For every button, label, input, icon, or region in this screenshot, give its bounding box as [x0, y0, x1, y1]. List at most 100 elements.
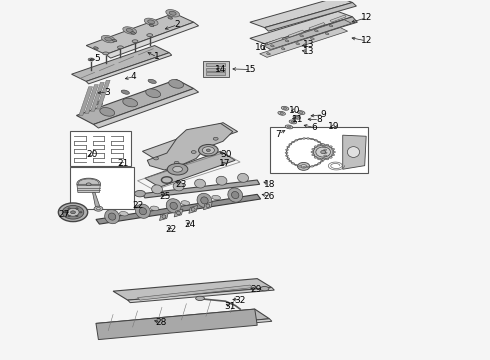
- Ellipse shape: [321, 150, 326, 154]
- Ellipse shape: [126, 28, 133, 32]
- Polygon shape: [250, 12, 352, 44]
- Ellipse shape: [169, 80, 184, 88]
- Ellipse shape: [213, 137, 218, 140]
- Polygon shape: [203, 202, 212, 210]
- Bar: [70, 167, 134, 210]
- Polygon shape: [93, 193, 101, 210]
- Ellipse shape: [311, 166, 314, 167]
- Ellipse shape: [228, 188, 243, 202]
- Ellipse shape: [162, 215, 166, 219]
- Text: 12: 12: [361, 36, 372, 45]
- Text: 29: 29: [250, 285, 262, 294]
- Polygon shape: [77, 184, 100, 193]
- Polygon shape: [143, 123, 238, 160]
- Ellipse shape: [105, 37, 112, 41]
- Text: 7: 7: [275, 130, 281, 139]
- Ellipse shape: [324, 155, 327, 157]
- Ellipse shape: [286, 149, 289, 150]
- Ellipse shape: [121, 90, 129, 94]
- Ellipse shape: [71, 211, 75, 214]
- Ellipse shape: [144, 18, 158, 26]
- Ellipse shape: [311, 38, 314, 40]
- Ellipse shape: [318, 141, 320, 143]
- Ellipse shape: [147, 20, 155, 24]
- Text: 26: 26: [264, 192, 275, 201]
- Polygon shape: [143, 180, 260, 198]
- Ellipse shape: [307, 138, 310, 139]
- Ellipse shape: [301, 165, 307, 168]
- Bar: [203, 60, 229, 77]
- Ellipse shape: [196, 296, 204, 301]
- Polygon shape: [343, 135, 366, 169]
- Ellipse shape: [77, 178, 100, 189]
- Text: 5: 5: [95, 54, 100, 63]
- Text: 9: 9: [320, 110, 326, 119]
- Ellipse shape: [94, 101, 102, 105]
- Ellipse shape: [62, 206, 84, 219]
- Polygon shape: [330, 15, 346, 22]
- Text: 24: 24: [185, 220, 196, 229]
- Ellipse shape: [295, 116, 298, 118]
- Polygon shape: [265, 3, 356, 31]
- Bar: [206, 72, 225, 75]
- Text: 3: 3: [104, 87, 110, 96]
- Ellipse shape: [289, 120, 296, 124]
- Polygon shape: [113, 279, 272, 300]
- Ellipse shape: [260, 287, 269, 291]
- Text: 31: 31: [224, 302, 236, 311]
- Ellipse shape: [320, 144, 323, 145]
- Ellipse shape: [302, 138, 305, 139]
- Ellipse shape: [206, 149, 210, 152]
- Polygon shape: [96, 309, 257, 339]
- Ellipse shape: [297, 162, 310, 170]
- Polygon shape: [265, 17, 357, 49]
- Text: 1: 1: [154, 53, 160, 62]
- Polygon shape: [97, 80, 110, 109]
- Ellipse shape: [216, 176, 227, 185]
- Polygon shape: [309, 23, 325, 30]
- Ellipse shape: [191, 208, 195, 211]
- Ellipse shape: [198, 144, 218, 156]
- Ellipse shape: [105, 210, 120, 224]
- Text: 12: 12: [361, 13, 372, 22]
- Ellipse shape: [135, 190, 146, 197]
- Ellipse shape: [75, 208, 78, 209]
- Ellipse shape: [329, 25, 333, 27]
- Ellipse shape: [201, 197, 208, 204]
- Text: 8: 8: [317, 115, 322, 124]
- Ellipse shape: [289, 161, 292, 162]
- Ellipse shape: [191, 150, 196, 153]
- Ellipse shape: [267, 53, 270, 55]
- Ellipse shape: [147, 34, 153, 37]
- Ellipse shape: [311, 151, 314, 153]
- Ellipse shape: [329, 157, 332, 158]
- Text: 23: 23: [176, 180, 187, 189]
- Ellipse shape: [146, 89, 161, 98]
- Ellipse shape: [58, 203, 88, 222]
- Ellipse shape: [285, 152, 288, 153]
- Ellipse shape: [86, 183, 91, 186]
- Text: 32: 32: [234, 296, 246, 305]
- Polygon shape: [94, 89, 198, 128]
- Ellipse shape: [68, 208, 71, 209]
- Ellipse shape: [316, 147, 331, 157]
- Ellipse shape: [326, 158, 329, 160]
- Ellipse shape: [166, 199, 181, 213]
- Ellipse shape: [238, 174, 248, 182]
- Ellipse shape: [172, 166, 182, 172]
- Ellipse shape: [332, 148, 335, 150]
- Ellipse shape: [167, 163, 188, 175]
- Ellipse shape: [314, 157, 317, 158]
- Ellipse shape: [292, 141, 294, 143]
- Ellipse shape: [118, 46, 123, 49]
- Ellipse shape: [149, 24, 154, 27]
- Ellipse shape: [297, 111, 305, 114]
- Ellipse shape: [231, 192, 239, 199]
- Polygon shape: [96, 194, 261, 224]
- Polygon shape: [91, 82, 104, 111]
- Ellipse shape: [292, 163, 294, 164]
- Polygon shape: [86, 53, 172, 84]
- Ellipse shape: [293, 115, 300, 119]
- Text: 4: 4: [131, 72, 136, 81]
- Ellipse shape: [302, 166, 305, 168]
